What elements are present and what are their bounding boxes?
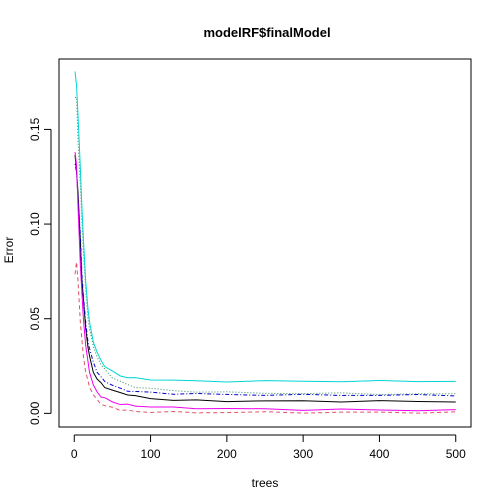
series-line-6 <box>74 152 456 412</box>
series-line-2 <box>74 261 456 414</box>
y-tick-label: 0.15 <box>28 117 42 141</box>
series-line-5 <box>74 71 456 383</box>
y-tick-label: 0.10 <box>28 212 42 236</box>
chart-title: modelRF$finalModel <box>203 25 330 40</box>
x-tick-label: 200 <box>217 447 237 461</box>
series-layer <box>74 71 456 414</box>
plot-frame <box>58 58 472 428</box>
y-axis-label: Error <box>2 237 16 264</box>
y-tick-label: 0.00 <box>28 401 42 425</box>
y-axis: 0.00 0.05 0.10 0.15 <box>28 117 52 425</box>
x-tick-label: 300 <box>293 447 313 461</box>
x-axis-label: trees <box>252 476 279 490</box>
x-tick-label: 500 <box>446 447 466 461</box>
x-tick-label: 0 <box>71 447 78 461</box>
series-line-3 <box>74 96 456 396</box>
x-tick-label: 400 <box>369 447 389 461</box>
x-axis: 0 100 200 300 400 500 <box>71 434 466 461</box>
y-tick-label: 0.05 <box>28 307 42 331</box>
x-tick-label: 100 <box>141 447 161 461</box>
series-line-1 <box>74 154 456 403</box>
series-line-4 <box>74 163 456 397</box>
